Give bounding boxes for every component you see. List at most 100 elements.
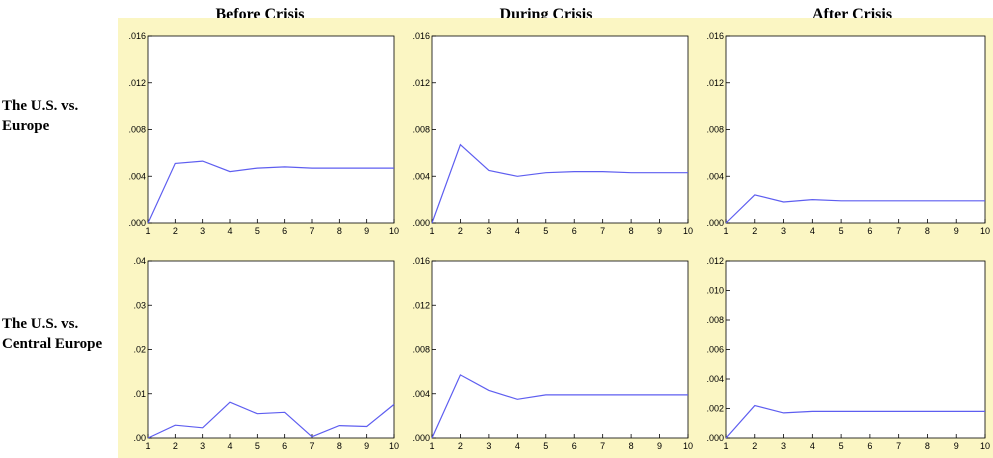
y-tick-label: .002: [706, 404, 724, 414]
y-tick-label: .012: [128, 78, 146, 88]
x-tick-label: 7: [600, 441, 605, 451]
x-tick-label: 5: [255, 226, 260, 236]
x-tick-label: 8: [629, 226, 634, 236]
row-label-line1: The U.S. vs.: [2, 98, 79, 114]
row-label-line2: Europe: [2, 118, 50, 134]
series-line: [431, 374, 688, 439]
x-tick-label: 9: [954, 441, 959, 451]
y-tick-label: .010: [706, 286, 724, 296]
x-tick-label: 10: [683, 441, 693, 451]
y-tick-label: .04: [133, 256, 146, 266]
y-tick-label: .004: [706, 374, 724, 384]
y-tick-label: .012: [706, 256, 724, 266]
plot-area: [431, 260, 689, 439]
x-tick-label: 1: [145, 441, 150, 451]
x-tick-label: 2: [752, 226, 757, 236]
y-tick-label: .00: [133, 433, 146, 443]
x-tick-label: 2: [173, 226, 178, 236]
y-tick-label: .000: [128, 218, 146, 228]
x-tick-label: 9: [657, 441, 662, 451]
chart-panel: .000 .004 .008 .012 .016 1 2 3 4 5 6 7 8 9 10: [696, 18, 993, 243]
chart-panel: .000 .004 .008 .012 .016 1 2 3 4 5 6 7 8 9 10: [402, 243, 696, 458]
x-tick-label: 7: [896, 226, 901, 236]
y-tick-label: .012: [412, 300, 430, 310]
x-tick-label: 2: [173, 441, 178, 451]
line-chart: .000 .004 .008 .012 .016 1 2 3 4 5 6 7 8 9 10: [412, 256, 693, 451]
x-tick-label: 5: [255, 441, 260, 451]
plot-area: [147, 35, 395, 224]
series-line: [725, 194, 985, 224]
y-tick-label: .016: [128, 31, 146, 41]
x-tick-label: 8: [629, 441, 634, 451]
x-tick-label: 7: [309, 441, 314, 451]
line-chart: .000 .004 .008 .012 .016 1 2 3 4 5 6 7 8 9 10: [706, 31, 990, 236]
series-line: [147, 401, 395, 439]
y-tick-label: .016: [706, 31, 724, 41]
x-tick-label: 6: [282, 441, 287, 451]
y-tick-label: .004: [128, 171, 146, 181]
y-tick-label: .012: [412, 78, 430, 88]
x-tick-label: 6: [867, 226, 872, 236]
x-tick-label: 10: [389, 441, 399, 451]
x-tick-label: 10: [389, 226, 399, 236]
x-tick-label: 3: [486, 226, 491, 236]
x-tick-label: 10: [980, 441, 990, 451]
x-tick-label: 9: [954, 226, 959, 236]
x-tick-label: 8: [337, 441, 342, 451]
x-tick-label: 4: [515, 226, 520, 236]
x-tick-label: 5: [839, 441, 844, 451]
chart-panel: .000 .002 .004 .006 .008 .010 .012 1 2 3 4 5 6 7 8 9 10: [696, 243, 993, 458]
x-tick-label: 3: [200, 226, 205, 236]
x-tick-label: 4: [810, 441, 815, 451]
x-tick-label: 1: [429, 226, 434, 236]
x-tick-label: 1: [723, 441, 728, 451]
y-tick-label: .016: [412, 31, 430, 41]
x-tick-label: 5: [543, 441, 548, 451]
x-tick-label: 3: [200, 441, 205, 451]
y-tick-label: .000: [706, 218, 724, 228]
x-tick-label: 6: [572, 226, 577, 236]
x-tick-label: 7: [600, 226, 605, 236]
x-tick-label: 8: [337, 226, 342, 236]
series-line: [147, 160, 394, 224]
x-tick-label: 9: [657, 226, 662, 236]
y-tick-label: .02: [133, 345, 146, 355]
plot-area: [431, 35, 689, 224]
line-chart: .000 .002 .004 .006 .008 .010 .012 1 2 3 4 5 6 7 8 9 10: [706, 256, 990, 451]
y-tick-label: .008: [412, 345, 430, 355]
y-tick-label: .03: [133, 300, 146, 310]
x-tick-label: 4: [515, 441, 520, 451]
x-tick-label: 9: [364, 226, 369, 236]
x-tick-label: 9: [364, 441, 369, 451]
x-tick-label: 8: [925, 226, 930, 236]
x-tick-label: 3: [781, 441, 786, 451]
x-tick-label: 6: [282, 226, 287, 236]
x-tick-label: 4: [810, 226, 815, 236]
x-tick-label: 1: [723, 226, 728, 236]
chart-panel: .00 .01 .02 .03 .04 1 2 3 4 5 6 7 8 9 10: [118, 243, 402, 458]
row-label-us-vs-europe: The U.S. vs. Europe: [2, 96, 78, 136]
y-tick-label: .008: [128, 125, 146, 135]
y-tick-label: .01: [133, 389, 146, 399]
chart-panel: .000 .004 .008 .012 .016 1 2 3 4 5 6 7 8 9 10: [402, 18, 696, 243]
x-tick-label: 10: [980, 226, 990, 236]
x-tick-label: 1: [145, 226, 150, 236]
row-label-line2: Central Europe: [2, 336, 103, 352]
x-tick-label: 2: [752, 441, 757, 451]
x-tick-label: 6: [867, 441, 872, 451]
x-tick-label: 4: [227, 226, 232, 236]
plot-area: [147, 260, 395, 439]
plot-area: [725, 35, 986, 224]
y-tick-label: .006: [706, 345, 724, 355]
line-chart: .000 .004 .008 .012 .016 1 2 3 4 5 6 7 8 9 10: [412, 31, 693, 236]
y-tick-label: .004: [412, 171, 430, 181]
y-tick-label: .004: [412, 389, 430, 399]
y-tick-label: .000: [412, 218, 430, 228]
x-tick-label: 4: [227, 441, 232, 451]
row-label-us-vs-central-europe: The U.S. vs. Central Europe: [2, 314, 102, 354]
x-tick-label: 7: [896, 441, 901, 451]
x-tick-label: 6: [572, 441, 577, 451]
y-tick-label: .000: [706, 433, 724, 443]
x-tick-label: 3: [486, 441, 491, 451]
x-tick-label: 3: [781, 226, 786, 236]
